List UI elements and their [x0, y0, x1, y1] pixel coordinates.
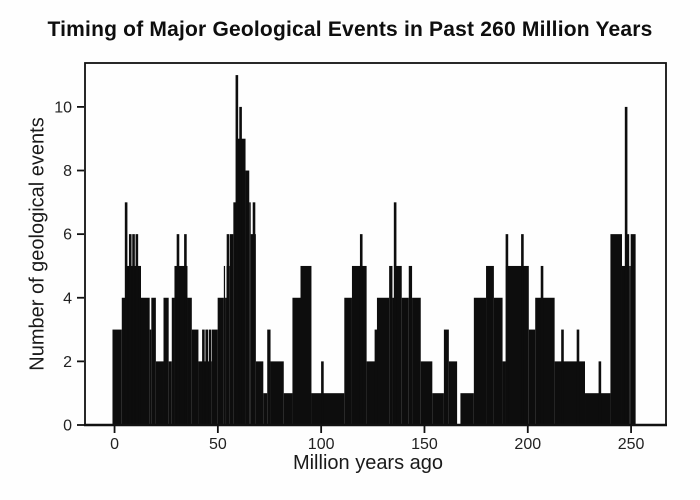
x-tick-label: 200	[514, 436, 541, 453]
histogram-spike	[540, 265, 544, 425]
histogram-bar	[211, 329, 218, 425]
histogram-spike	[521, 234, 524, 425]
histogram-bar	[245, 170, 250, 425]
histogram-bar	[191, 329, 199, 425]
histogram-spike	[184, 234, 187, 425]
histogram-spike	[252, 202, 256, 425]
histogram-bar	[460, 393, 474, 425]
histogram-bar	[528, 329, 536, 425]
histogram-bar	[394, 265, 402, 425]
x-tick-label: 50	[209, 436, 227, 453]
histogram-bar	[112, 329, 122, 425]
histogram-bar	[263, 393, 268, 425]
histogram-bar	[443, 329, 449, 425]
x-tick-label: 150	[411, 436, 438, 453]
histogram-bar	[255, 361, 264, 425]
histogram-bar	[420, 361, 433, 425]
histogram-bar	[585, 393, 611, 425]
histogram-bar	[225, 297, 227, 425]
histogram-bar	[140, 297, 150, 425]
histogram-spike	[128, 234, 132, 425]
histogram-spike	[321, 361, 324, 425]
histogram-spike	[208, 329, 212, 425]
histogram-bar	[392, 297, 395, 425]
histogram-bar	[249, 202, 251, 425]
histogram-bar	[502, 361, 506, 425]
histogram-spike	[226, 234, 230, 425]
histogram-spike	[239, 106, 242, 426]
histogram-bar	[283, 393, 293, 425]
histogram-bar	[270, 361, 284, 425]
histogram-bar	[198, 361, 212, 425]
histogram-bar	[376, 297, 390, 425]
histogram-bar	[344, 297, 352, 425]
histogram-spike	[598, 361, 602, 425]
histogram-bar	[267, 329, 271, 425]
histogram-bar	[229, 234, 234, 425]
histogram-bar	[621, 265, 626, 425]
histogram-bar	[412, 297, 421, 425]
histogram-spike	[393, 202, 397, 425]
histogram-bar	[168, 361, 172, 425]
histogram-spike	[135, 234, 139, 425]
histogram-spike	[202, 329, 205, 425]
histogram-bar	[155, 361, 164, 425]
histogram-spike	[624, 106, 628, 426]
histogram-bar	[223, 265, 226, 425]
histogram-bar	[535, 297, 555, 425]
histogram-bar	[629, 265, 631, 425]
y-tick-label: 0	[63, 418, 72, 435]
histogram-bar	[610, 234, 622, 425]
histogram-bar	[311, 393, 345, 425]
histogram-bar	[448, 361, 458, 425]
histogram-bar	[151, 297, 156, 425]
histogram-spike	[374, 329, 378, 425]
histogram-spike	[176, 234, 180, 425]
y-tick-label: 6	[63, 227, 72, 244]
histogram-bar	[389, 265, 393, 425]
histogram-bar	[630, 234, 636, 425]
histogram-bar	[401, 297, 409, 425]
histogram-spike	[132, 234, 135, 425]
histogram-bar	[121, 297, 126, 425]
y-tick-label: 10	[54, 99, 72, 116]
x-tick-label: 250	[618, 436, 645, 453]
y-tick-label: 4	[63, 290, 72, 307]
histogram-spike	[561, 329, 564, 425]
histogram-spike	[235, 75, 239, 425]
histogram-bar	[554, 361, 585, 425]
histogram-bar	[292, 297, 301, 425]
histogram-bar	[473, 297, 487, 425]
histogram-bar	[432, 393, 444, 425]
histogram-bar	[163, 297, 169, 425]
histogram-bar	[493, 297, 503, 425]
histogram-spike	[205, 329, 208, 425]
histogram-bar	[408, 265, 413, 425]
y-tick-label: 8	[63, 163, 72, 180]
histogram-bar	[171, 297, 175, 425]
histogram-spike	[505, 234, 509, 425]
histogram-bar	[187, 297, 192, 425]
histogram-bar	[505, 265, 529, 425]
x-tick-label: 0	[110, 436, 119, 453]
histogram-bar	[625, 234, 630, 425]
histogram-spike	[359, 234, 363, 425]
x-axis-label: Million years ago	[292, 452, 444, 474]
histogram-bar	[233, 202, 237, 425]
histogram-spike	[124, 202, 128, 425]
histogram-bar	[300, 265, 312, 425]
histogram-bar	[351, 265, 367, 425]
chart-title: Timing of Major Geological Events in Pas…	[47, 18, 653, 41]
y-axis-label-text: Number of geological events	[26, 117, 49, 371]
histogram-spike	[576, 329, 580, 425]
x-tick-label: 100	[308, 436, 335, 453]
histogram-bar	[366, 361, 377, 425]
histogram-bar	[149, 329, 152, 425]
histogram-bar	[217, 297, 224, 425]
histogram-bar	[486, 265, 494, 425]
y-tick-label: 2	[63, 354, 72, 371]
